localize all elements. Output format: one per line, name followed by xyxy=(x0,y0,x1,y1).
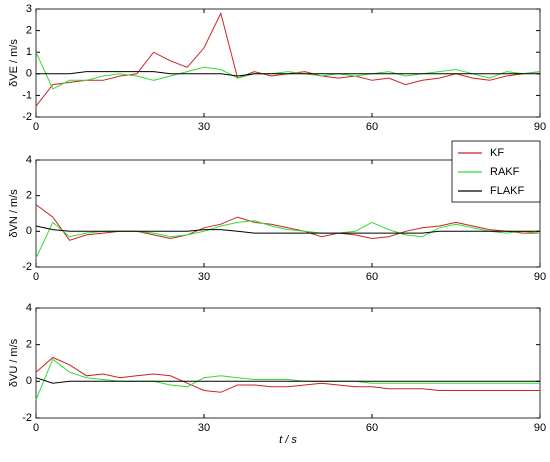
y-tick-label: -2 xyxy=(22,261,32,273)
y-axis-label: δVU / m/s xyxy=(8,338,20,387)
legend-label: KF xyxy=(490,147,504,159)
x-tick-label: 30 xyxy=(198,422,210,434)
x-tick-label: 90 xyxy=(534,271,546,283)
y-tick-label: -2 xyxy=(22,412,32,424)
plot-frame xyxy=(35,307,541,419)
y-axis-label: δVN / m/s xyxy=(8,189,20,238)
x-tick-label: 0 xyxy=(33,422,39,434)
y-axis-label: δVE / m/s xyxy=(8,39,20,87)
series-line xyxy=(35,377,540,384)
plot-frame xyxy=(35,8,541,118)
x-tick-label: 0 xyxy=(33,121,39,133)
y-tick-label: 2 xyxy=(26,25,32,37)
y-tick-label: 4 xyxy=(26,302,32,314)
x-tick-label: 30 xyxy=(198,121,210,133)
legend-label: RAKF xyxy=(490,166,520,178)
x-tick-label: 0 xyxy=(33,271,39,283)
y-tick-label: 0 xyxy=(26,68,32,80)
series-line xyxy=(35,225,540,234)
y-tick-label: 2 xyxy=(26,339,32,351)
x-axis-label: t / s xyxy=(279,434,297,446)
series-line xyxy=(35,356,540,393)
series-line xyxy=(35,220,541,259)
x-tick-label: 60 xyxy=(366,271,378,283)
x-tick-label: 90 xyxy=(534,422,546,434)
series-line xyxy=(35,51,541,90)
y-tick-label: 2 xyxy=(26,190,32,202)
x-tick-label: 60 xyxy=(366,422,378,434)
y-tick-label: -2 xyxy=(22,111,32,123)
series-line xyxy=(35,11,541,107)
legend-label: FLAKF xyxy=(490,185,525,197)
x-tick-label: 90 xyxy=(534,121,546,133)
series-line xyxy=(35,358,540,400)
plot-frame xyxy=(35,159,541,268)
x-tick-label: 60 xyxy=(366,121,378,133)
x-tick-label: 30 xyxy=(198,271,210,283)
series-line xyxy=(35,204,540,241)
y-tick-label: 0 xyxy=(26,375,32,387)
series-line xyxy=(36,71,540,77)
y-tick-label: 4 xyxy=(26,154,32,166)
y-tick-label: 0 xyxy=(26,225,32,237)
y-tick-label: -1 xyxy=(22,89,32,101)
y-tick-label: 1 xyxy=(26,46,32,58)
y-tick-label: 3 xyxy=(26,3,32,15)
